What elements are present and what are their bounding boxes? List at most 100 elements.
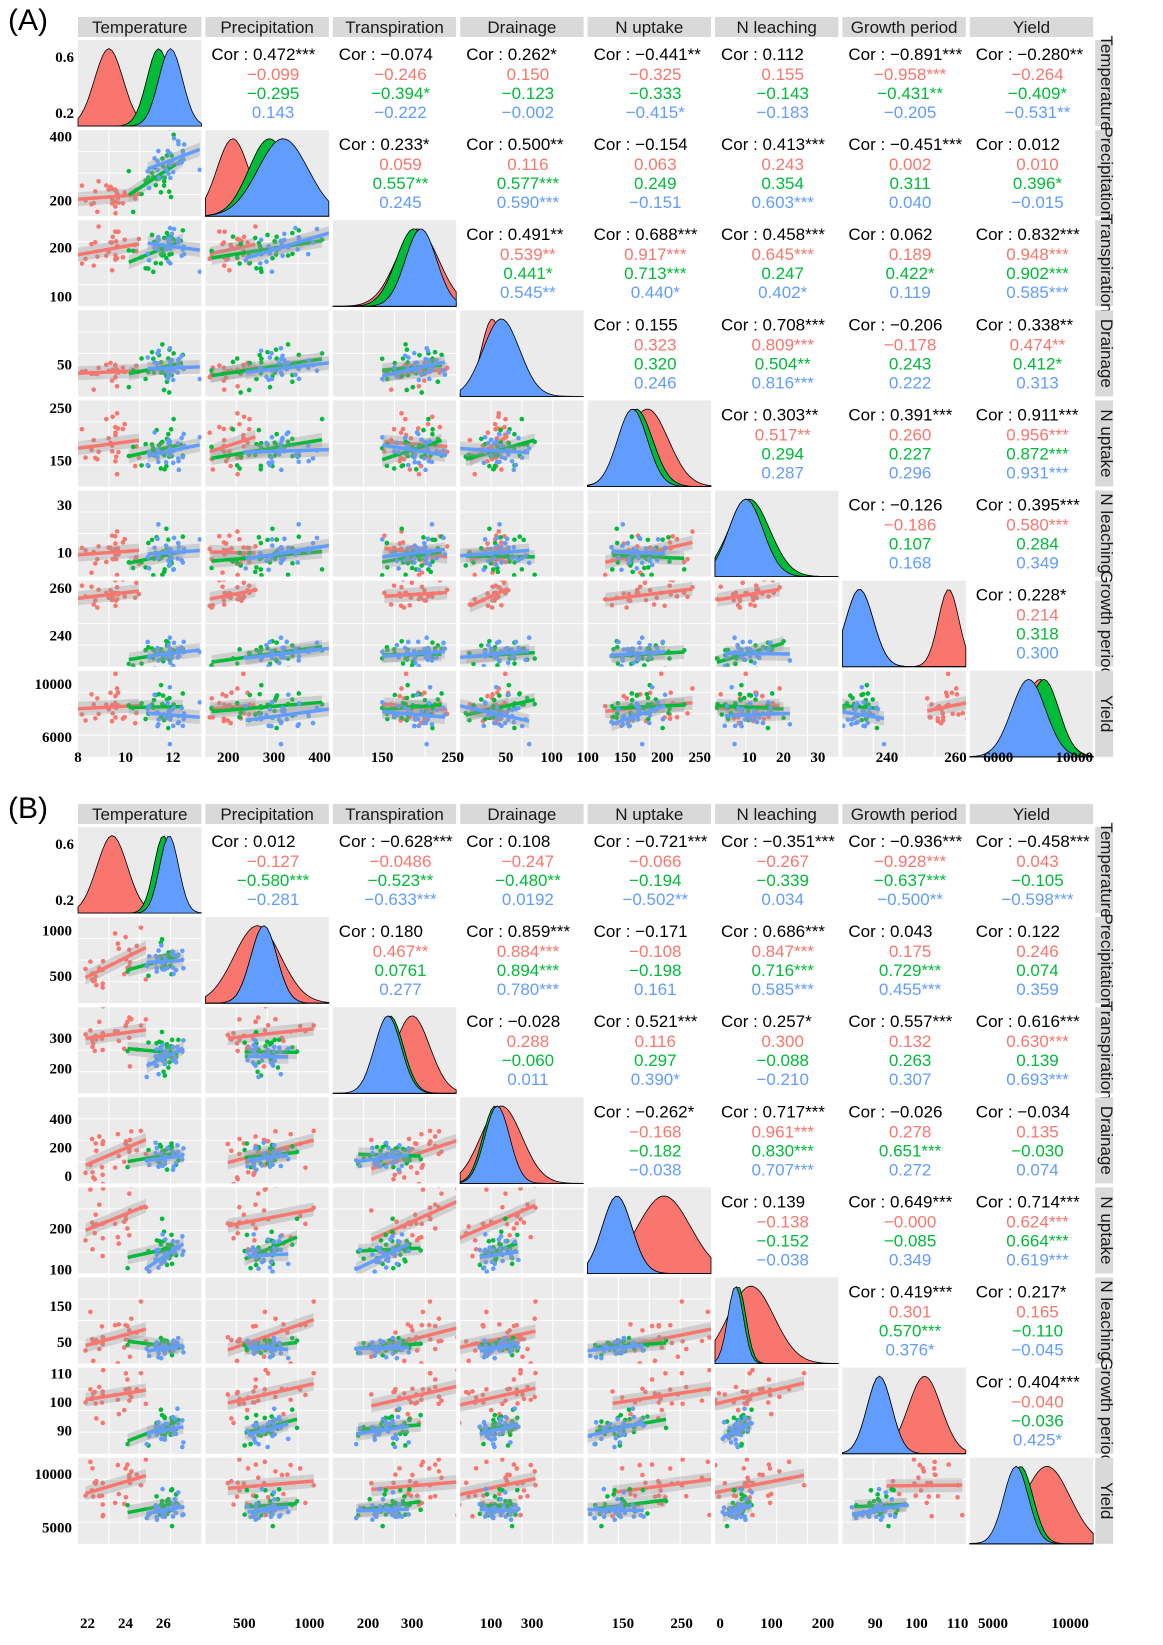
scatter-point <box>496 570 501 575</box>
overall-correlation: Cor : −0.262* <box>594 1102 695 1121</box>
scatter-point <box>437 1129 442 1134</box>
scatter-point <box>500 1205 505 1210</box>
scatter-point <box>167 390 172 395</box>
scatter-panel <box>457 1278 584 1375</box>
scatter-point <box>94 983 99 988</box>
scatter-point <box>251 1324 256 1329</box>
scatter-point <box>277 1038 282 1043</box>
scatter-point <box>145 463 150 468</box>
scatter-point <box>406 1440 411 1445</box>
scatter-point <box>97 1020 102 1025</box>
scatter-point <box>129 1316 134 1321</box>
scatter-point <box>181 640 186 645</box>
scatter-point <box>231 1236 236 1241</box>
group-correlation: −0.205 <box>884 103 936 122</box>
scatter-point <box>159 1407 164 1412</box>
group-correlation: 0.467** <box>373 942 429 961</box>
group-correlation: 0.585*** <box>752 980 815 999</box>
diag-tick-label: 0.2 <box>55 106 74 122</box>
scatter-point <box>747 693 752 698</box>
scatter-point <box>410 580 415 585</box>
scatter-point <box>166 171 171 176</box>
scatter-point <box>247 427 252 432</box>
scatter-point <box>235 1177 240 1182</box>
group-correlation: 0.354 <box>761 174 804 193</box>
scatter-point <box>532 573 537 578</box>
scatter-point <box>650 1324 655 1329</box>
scatter-point <box>627 560 632 565</box>
group-correlation: −0.099 <box>247 65 299 84</box>
scatter-point <box>237 261 242 266</box>
scatter-point <box>165 1146 170 1151</box>
scatter-point <box>95 605 100 610</box>
scatter-panel <box>437 400 583 486</box>
scatter-point <box>217 363 222 368</box>
scatter-point <box>416 432 421 437</box>
scatter-point <box>499 1229 504 1234</box>
scatter-point <box>127 169 132 174</box>
overall-correlation: Cor : −0.026 <box>848 1102 942 1121</box>
scatter-point <box>482 724 487 729</box>
scatter-point <box>484 1310 489 1315</box>
scatter-point <box>155 1238 160 1243</box>
scatter-point <box>162 570 167 575</box>
scatter-point <box>268 385 273 390</box>
scatter-point <box>125 1020 130 1025</box>
scatter-point <box>165 231 170 236</box>
scatter-point <box>430 427 435 432</box>
scatter-point <box>229 1416 234 1421</box>
group-correlation: −0.523** <box>368 871 434 890</box>
overall-correlation: Cor : −0.721*** <box>594 832 708 851</box>
y-tick-label: 240 <box>50 629 73 645</box>
scatter-point <box>861 724 866 729</box>
x-tick-label: 100 <box>576 750 599 766</box>
x-tick-label: 150 <box>614 750 637 766</box>
x-tick-label: 100 <box>540 750 563 766</box>
scatter-point <box>125 1377 130 1382</box>
scatter-point <box>181 1440 186 1445</box>
scatter-point <box>139 463 144 468</box>
scatter-point <box>235 686 240 691</box>
scatter-panel <box>457 1175 584 1284</box>
scatter-point <box>295 1216 300 1221</box>
scatter-point <box>497 460 502 465</box>
scatter-point <box>197 269 202 274</box>
scatter-point <box>127 1015 132 1020</box>
scatter-point <box>955 692 960 697</box>
scatter-point <box>113 534 118 539</box>
scatter-panel <box>205 577 333 674</box>
scatter-point <box>497 722 502 727</box>
group-correlation: 0.318 <box>1016 625 1059 644</box>
scatter-point <box>143 266 148 271</box>
correlation-panel: Cor : 0.714***0.624***0.664***0.619*** <box>976 1192 1080 1269</box>
scatter-point <box>197 537 202 542</box>
scatter-point <box>235 384 240 389</box>
scatter-point <box>228 721 233 726</box>
scatter-point <box>166 1065 171 1070</box>
scatter-point <box>418 1413 423 1418</box>
scatter-point <box>417 1182 422 1187</box>
scatter-point <box>154 1248 159 1253</box>
overall-correlation: Cor : 0.303** <box>721 405 819 424</box>
scatter-point <box>690 686 695 691</box>
scatter-point <box>533 1299 538 1304</box>
overall-correlation: Cor : 0.012 <box>211 832 295 851</box>
scatter-point <box>428 1371 433 1376</box>
scatter-point <box>722 724 727 729</box>
scatter-point <box>256 1442 261 1447</box>
density-panel <box>588 1187 711 1273</box>
scatter-point <box>419 1132 424 1137</box>
scatter-point <box>428 1299 433 1304</box>
group-correlation: −0.281 <box>247 890 299 909</box>
density-panel <box>333 220 456 306</box>
scatter-point <box>487 526 492 531</box>
scatter-point <box>438 425 443 430</box>
group-correlation: 0.155 <box>761 65 804 84</box>
scatter-point <box>521 538 526 543</box>
correlation-panel: Cor : 0.688***0.917***0.713***0.440* <box>594 225 698 302</box>
scatter-point <box>482 461 487 466</box>
scatter-point <box>171 972 176 977</box>
